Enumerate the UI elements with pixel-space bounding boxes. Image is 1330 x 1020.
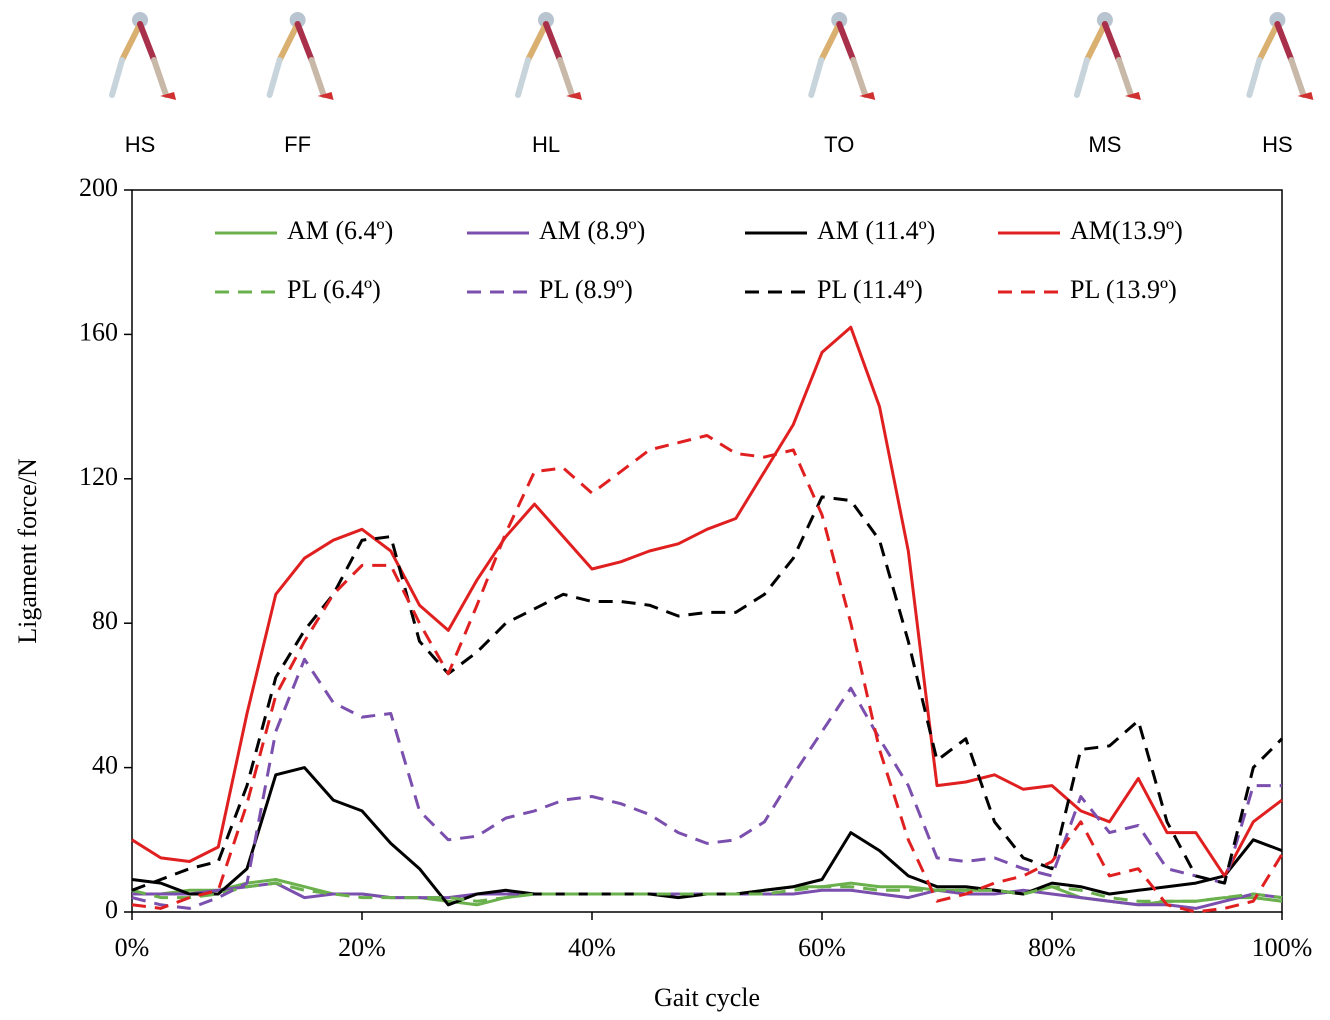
leg bbox=[821, 24, 839, 60]
series-line bbox=[132, 436, 1282, 913]
legend-label: PL (11.4º) bbox=[817, 275, 923, 304]
x-tick-label: 60% bbox=[798, 933, 846, 962]
leg bbox=[1249, 60, 1259, 95]
legend-label: AM(13.9º) bbox=[1070, 216, 1183, 245]
leg bbox=[140, 24, 154, 60]
legend-label: AM (8.9º) bbox=[539, 216, 645, 245]
y-tick-label: 40 bbox=[92, 751, 118, 780]
legend-label: PL (8.9º) bbox=[539, 275, 633, 304]
x-tick-label: 100% bbox=[1252, 933, 1313, 962]
leg bbox=[1277, 24, 1291, 60]
leg bbox=[122, 24, 140, 60]
y-tick-label: 0 bbox=[105, 895, 118, 924]
leg bbox=[270, 60, 280, 95]
gait-icon bbox=[1249, 12, 1313, 100]
legend-label: PL (13.9º) bbox=[1070, 275, 1177, 304]
leg bbox=[1259, 24, 1277, 60]
phase-label: HL bbox=[532, 132, 560, 157]
series-line bbox=[132, 768, 1282, 905]
y-tick-label: 160 bbox=[79, 317, 118, 346]
leg bbox=[839, 24, 853, 60]
gait-icon bbox=[270, 12, 334, 100]
y-tick-label: 80 bbox=[92, 606, 118, 635]
y-tick-label: 200 bbox=[79, 173, 118, 202]
leg bbox=[112, 60, 122, 95]
gait-icon bbox=[811, 12, 875, 100]
gait-icon bbox=[112, 12, 176, 100]
leg bbox=[1119, 60, 1131, 95]
leg bbox=[518, 60, 528, 95]
legend-label: PL (6.4º) bbox=[287, 275, 381, 304]
legend-label: AM (11.4º) bbox=[817, 216, 935, 245]
gait-icon bbox=[518, 12, 582, 100]
leg bbox=[853, 60, 865, 95]
series-line bbox=[132, 327, 1282, 876]
y-axis-title: Ligament force/N bbox=[13, 458, 42, 644]
leg bbox=[560, 60, 572, 95]
legend-label: AM (6.4º) bbox=[287, 216, 393, 245]
x-axis-title: Gait cycle bbox=[654, 983, 760, 1012]
x-tick-label: 0% bbox=[115, 933, 150, 962]
x-tick-label: 80% bbox=[1028, 933, 1076, 962]
x-tick-label: 20% bbox=[338, 933, 386, 962]
phase-label: HS bbox=[1262, 132, 1293, 157]
leg bbox=[546, 24, 560, 60]
leg bbox=[528, 24, 546, 60]
x-tick-label: 40% bbox=[568, 933, 616, 962]
phase-label: TO bbox=[824, 132, 854, 157]
phase-label: MS bbox=[1088, 132, 1121, 157]
leg bbox=[154, 60, 166, 95]
leg bbox=[811, 60, 821, 95]
leg bbox=[1105, 24, 1119, 60]
leg bbox=[280, 24, 298, 60]
leg bbox=[298, 24, 312, 60]
chart: Gait cycle Ligament force/N HS FF HL TO MS HS… bbox=[0, 0, 1330, 1020]
leg bbox=[312, 60, 324, 95]
leg bbox=[1291, 60, 1303, 95]
series-line bbox=[132, 659, 1282, 908]
y-tick-label: 120 bbox=[79, 462, 118, 491]
leg bbox=[1087, 24, 1105, 60]
leg bbox=[1077, 60, 1087, 95]
phase-label: FF bbox=[284, 132, 311, 157]
gait-icon bbox=[1077, 12, 1141, 100]
phase-label: HS bbox=[125, 132, 156, 157]
